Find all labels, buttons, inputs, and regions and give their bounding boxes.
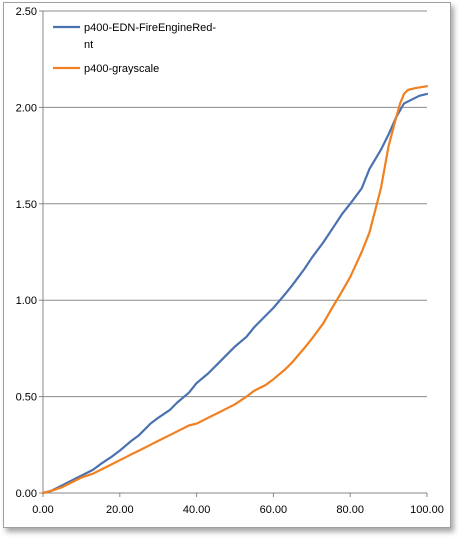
series-lines [41,85,429,495]
y-tick-labels: 0.00 0.50 1.00 1.50 2.00 2.50 [16,6,43,500]
chart-frame: 0.00 0.50 1.00 1.50 2.00 2.50 0.00 20.00 40.00 6… [3,2,451,528]
x-tick-label: 80.00 [336,504,364,516]
legend: p400-EDN-FireEngineRed-nt p400-grayscale [53,22,216,75]
y-tick-label: 0.00 [16,488,37,500]
x-tick-label: 0.00 [32,504,53,516]
series-line-2 [41,85,429,495]
y-tick-label: 2.00 [16,102,37,114]
axes [42,11,427,494]
legend-label: p400-EDN-FireEngineRed- [84,22,216,34]
line-chart: 0.00 0.50 1.00 1.50 2.00 2.50 0.00 20.00 40.00 6… [16,6,444,516]
x-tick-label: 40.00 [183,504,211,516]
grid-lines [43,10,427,398]
y-tick-label: 2.50 [16,6,37,18]
x-tick-label: 100.00 [410,504,444,516]
series-line-1 [41,92,429,495]
x-tick-label: 60.00 [260,504,288,516]
y-tick-label: 1.50 [16,199,37,211]
x-tick-labels: 0.00 20.00 40.00 60.00 80.00 100.00 [32,493,444,516]
y-tick-label: 1.00 [16,295,37,307]
legend-label: nt [84,39,93,51]
x-tick-label: 20.00 [106,504,134,516]
y-tick-label: 0.50 [16,392,37,404]
legend-label: p400-grayscale [84,63,159,75]
